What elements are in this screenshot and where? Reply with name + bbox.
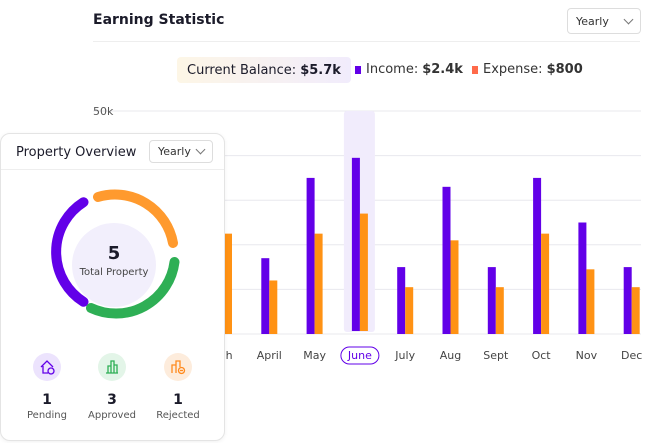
x-tick-label[interactable]: Dec (621, 349, 642, 362)
divider (1, 169, 224, 170)
house-clock-icon (33, 353, 61, 381)
expense-bar (586, 269, 595, 334)
rejected-count: 1 (173, 392, 183, 408)
balance-label: Current Balance: (187, 62, 297, 78)
donut-rejected-arc (93, 189, 178, 248)
approved-count: 3 (107, 392, 117, 408)
approved-label: Approved (88, 410, 136, 421)
expense-label: Expense: (483, 62, 543, 77)
building-x-icon (164, 353, 192, 381)
expense-bar (450, 240, 459, 334)
rejected-label: Rejected (156, 410, 200, 421)
expense-bar (541, 233, 550, 334)
selected-month-pill[interactable] (340, 346, 380, 365)
period-select[interactable]: Yearly (567, 8, 641, 34)
stat-approved: 3 Approved (77, 353, 147, 421)
property-period-value: Yearly (158, 145, 191, 158)
property-title: Property Overview (16, 145, 137, 160)
stat-pending: 1 Pending (12, 353, 82, 421)
building-icon (98, 353, 126, 381)
expense-value: $800 (546, 62, 583, 77)
pending-label: Pending (27, 410, 67, 421)
total-label: Total Property (79, 267, 149, 278)
expense-bar (269, 280, 278, 334)
x-tick-label[interactable]: Sept (483, 349, 509, 362)
income-bar (533, 177, 542, 334)
income-bar (351, 157, 360, 331)
income-label: Income: (366, 62, 419, 77)
chart-title: Earning Statistic (93, 12, 225, 28)
income-bar (397, 267, 406, 334)
expense-bar (224, 233, 232, 334)
income-bar (306, 177, 315, 334)
income-bar (578, 222, 587, 334)
property-period-select[interactable]: Yearly (149, 140, 213, 163)
expense-legend: Expense: $800 (472, 62, 583, 77)
x-tick-label[interactable]: April (257, 349, 282, 362)
expense-bar-icon (472, 65, 478, 74)
property-donut (51, 189, 180, 319)
property-overview-card: Property Overview Yearly 5 Total Property… (0, 133, 225, 441)
divider (93, 41, 640, 42)
x-tick-label[interactable]: July (394, 349, 415, 362)
expense-bar (359, 213, 368, 331)
x-tick-label[interactable]: May (303, 349, 326, 362)
income-bar (261, 258, 270, 334)
income-legend: Income: $2.4k (355, 62, 463, 77)
donut-center: 5 Total Property (72, 223, 156, 307)
expense-bar (405, 287, 414, 334)
x-tick-label[interactable]: June (347, 349, 372, 362)
x-tick-label[interactable]: Oct (532, 349, 552, 362)
income-bar-icon (355, 65, 361, 74)
x-tick-label[interactable]: Aug (440, 349, 461, 362)
pending-count: 1 (42, 392, 52, 408)
period-value: Yearly (576, 14, 609, 28)
current-balance: Current Balance: $5.7k (177, 57, 351, 83)
total-value: 5 (107, 243, 121, 264)
expense-bar (495, 287, 504, 334)
income-value: $2.4k (422, 62, 463, 77)
x-tick-label[interactable]: Nov (576, 349, 598, 362)
y-tick-label: 50k (93, 105, 114, 118)
expense-bar (314, 233, 323, 334)
balance-value: $5.7k (300, 62, 341, 78)
expense-bar (631, 287, 640, 334)
income-bar (623, 267, 632, 334)
stat-rejected: 1 Rejected (143, 353, 213, 421)
donut-approved-arc (86, 257, 180, 319)
income-bar (442, 186, 451, 334)
income-bar (487, 267, 496, 334)
donut-pending-arc (51, 197, 89, 307)
